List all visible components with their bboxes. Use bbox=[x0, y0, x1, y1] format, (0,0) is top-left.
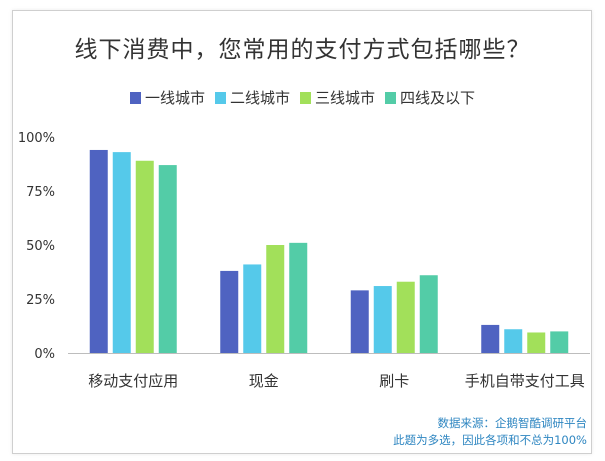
bar bbox=[550, 331, 569, 353]
legend-swatch-1 bbox=[129, 91, 141, 104]
legend-swatch-3 bbox=[300, 91, 311, 104]
chart-frame bbox=[12, 10, 592, 454]
y-tick-label: 25% bbox=[26, 293, 55, 308]
source-note: 数据来源：企鹅智酷调研平台 此题为多选，因此各项和不总为100% bbox=[393, 415, 587, 449]
legend-label-3: 三线城市 bbox=[315, 89, 376, 107]
x-tick-label: 现金 bbox=[249, 372, 279, 390]
bar bbox=[396, 281, 415, 353]
x-tick-label: 移动支付应用 bbox=[88, 372, 178, 390]
x-tick-label: 手机自带支付工具 bbox=[465, 372, 585, 390]
bar bbox=[504, 329, 523, 353]
bar bbox=[158, 165, 177, 353]
bar bbox=[350, 290, 369, 353]
x-tick-label: 刷卡 bbox=[379, 372, 409, 390]
bar bbox=[289, 242, 308, 353]
legend-item-2: 二线城市 bbox=[214, 87, 290, 108]
y-tick-label: 75% bbox=[26, 185, 55, 200]
bar bbox=[135, 160, 154, 353]
legend-label-1: 一线城市 bbox=[144, 89, 205, 107]
legend-item-1: 一线城市 bbox=[129, 87, 205, 108]
multi-select-note: 此题为多选，因此各项和不总为100% bbox=[393, 433, 587, 447]
bar bbox=[481, 324, 500, 353]
legend-swatch-2 bbox=[214, 91, 226, 104]
bar bbox=[373, 286, 392, 353]
bar bbox=[266, 245, 285, 353]
source-text: 数据来源：企鹅智酷调研平台 bbox=[437, 416, 588, 430]
y-tick-label: 0% bbox=[34, 347, 55, 362]
bar bbox=[243, 264, 262, 353]
chart-title: 线下消费中，您常用的支付方式包括哪些？ bbox=[74, 37, 531, 63]
legend-label-2: 二线城市 bbox=[229, 89, 290, 107]
bar bbox=[89, 149, 108, 353]
y-tick-label: 100% bbox=[18, 131, 55, 146]
bar bbox=[220, 270, 239, 353]
bar bbox=[527, 332, 546, 353]
legend-label-4: 四线及以下 bbox=[400, 89, 476, 107]
y-tick-label: 50% bbox=[26, 239, 55, 254]
bar bbox=[112, 152, 131, 353]
legend-item-3: 三线城市 bbox=[300, 87, 375, 108]
legend-item-4: 四线及以下 bbox=[385, 87, 475, 108]
chart-legend: 一线城市 二线城市 三线城市 四线及以下 bbox=[0, 87, 605, 108]
legend-swatch-4 bbox=[385, 91, 397, 104]
bar bbox=[419, 275, 438, 353]
